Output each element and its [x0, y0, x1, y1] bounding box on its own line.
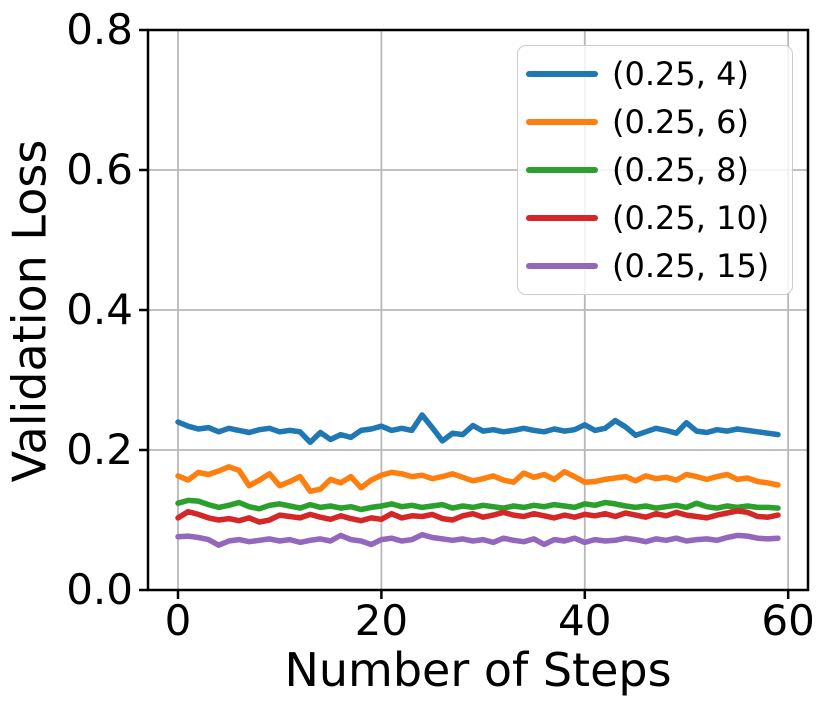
x-axis-label: Number of Steps	[284, 643, 672, 697]
legend-label: (0.25, 15)	[612, 247, 770, 285]
series-line	[175, 531, 781, 548]
legend-label: (0.25, 8)	[612, 151, 749, 189]
legend-label: (0.25, 6)	[612, 103, 749, 141]
series-line	[175, 508, 781, 525]
x-tick-label: 0	[164, 596, 192, 645]
legend-entry: (0.25, 4)	[526, 50, 780, 98]
x-tick-label: 40	[558, 596, 612, 645]
tick-marks	[139, 28, 790, 599]
series-lines	[175, 412, 781, 548]
y-tick-label: 0.4	[66, 284, 133, 334]
plot-canvas	[139, 28, 810, 599]
legend-line-swatch	[526, 118, 598, 126]
legend-line-swatch	[526, 262, 598, 270]
legend-line-swatch	[526, 70, 598, 78]
y-axis-label: Validation Loss	[2, 139, 57, 483]
x-tick-label: 60	[761, 596, 815, 645]
plot-area	[139, 28, 810, 599]
y-tick-label: 0.8	[66, 4, 133, 54]
series-line	[175, 497, 781, 513]
legend-line-swatch	[526, 214, 598, 222]
y-tick-label: 0.0	[66, 564, 133, 614]
legend: (0.25, 4) (0.25, 6) (0.25, 8) (0.25, 10) (0.…	[517, 45, 793, 295]
legend-entry: (0.25, 6)	[526, 98, 780, 146]
y-tick-label: 0.2	[66, 424, 133, 474]
x-tick-label: 20	[354, 596, 409, 645]
legend-label: (0.25, 10)	[612, 199, 770, 237]
legend-entry: (0.25, 10)	[526, 194, 780, 242]
plot-spines	[146, 28, 810, 592]
legend-line-swatch	[526, 166, 598, 174]
legend-entry: (0.25, 8)	[526, 146, 780, 194]
series-line	[175, 412, 781, 446]
legend-label: (0.25, 4)	[612, 55, 749, 93]
legend-entry: (0.25, 15)	[526, 242, 780, 290]
series-line	[175, 464, 781, 495]
y-tick-label: 0.6	[66, 144, 133, 194]
